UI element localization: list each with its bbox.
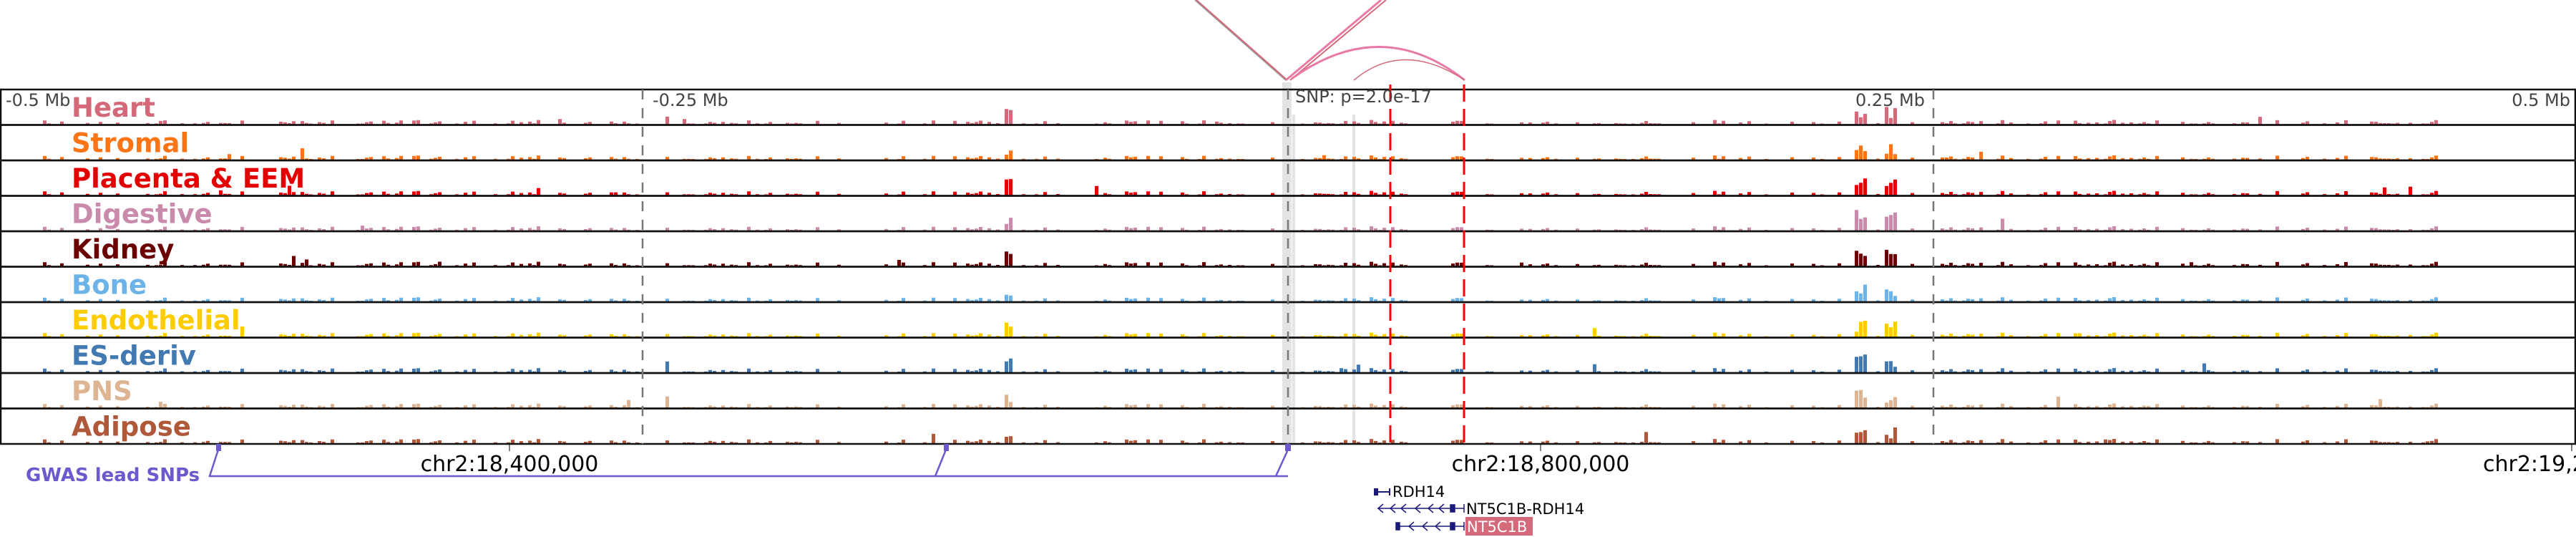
gene-nt5c1b[interactable] [1395,521,1465,531]
signal-adipose [43,427,2438,443]
signal-kidney [43,249,2438,266]
arc [1196,0,1288,81]
signal-endothelial [43,320,2438,337]
axis-label-mid-left: -0.25 Mb [653,90,728,110]
track-label: PNS [72,376,132,407]
signal-pns [43,390,2438,408]
gene-rdh14[interactable] [1374,488,1390,495]
track-label: Heart [72,92,155,123]
track-label: Digestive [72,199,213,230]
gwas-snp-marker[interactable] [1285,444,1291,451]
track-label: Stromal [72,128,189,159]
track-label: ES-deriv [72,341,196,372]
coord-label: chr2:18,400,000 [421,452,599,477]
track-label: Kidney [72,234,174,265]
coord-label: chr2:19,2 [2483,452,2576,477]
axis-label-mid-right: 0.25 Mb [1855,90,1925,110]
axis-label-right: 0.5 Mb [2512,90,2570,110]
gene-nt5c1b-rdh14[interactable] [1377,503,1465,513]
gwas-connector [1274,449,1289,477]
axis-label-left: -0.5 Mb [6,90,70,110]
track-label: Endothelial [72,305,240,336]
arc [1291,46,1465,82]
track-label: Adipose [72,412,191,442]
signal-heart [43,107,2438,125]
gene-label[interactable]: NT5C1B [1467,518,1527,536]
gene-highlight-box [1465,517,1533,536]
signal-bone [43,284,2438,301]
gwas-snp-marker[interactable] [944,444,949,451]
snp-pvalue-label: SNP: p=2.0e-17 [1295,87,1432,107]
coord-label: chr2:18,800,000 [1452,452,1630,477]
arc [1194,0,1287,81]
track-label: Bone [72,270,147,301]
gwas-snp-marker[interactable] [216,444,221,451]
signal-stromal [43,144,2438,160]
gwas-connector [934,449,947,477]
arc [1289,0,1387,81]
signal-placenta-eem [43,178,2438,195]
signal-digestive [43,210,2438,231]
loop-arcs [1194,0,1465,82]
gwas-label: GWAS lead SNPs [26,465,200,486]
arc [1285,0,1382,82]
snp-highlight-band [1292,115,1295,444]
track-labels: Heart Stromal Placenta & EEM Digestive Kidne… [72,92,305,442]
gwas-connector [208,449,1288,478]
signal-es-deriv [43,354,2438,372]
gwas-track [208,449,1289,478]
gene-label[interactable]: NT5C1B-RDH14 [1466,500,1584,518]
snp-highlight-band [1352,115,1355,444]
track-label: Placenta & EEM [72,163,305,194]
arc [1353,59,1465,81]
snp-highlight-band [1282,82,1292,444]
signal-tracks [43,107,2438,443]
gene-label[interactable]: RDH14 [1392,483,1445,500]
